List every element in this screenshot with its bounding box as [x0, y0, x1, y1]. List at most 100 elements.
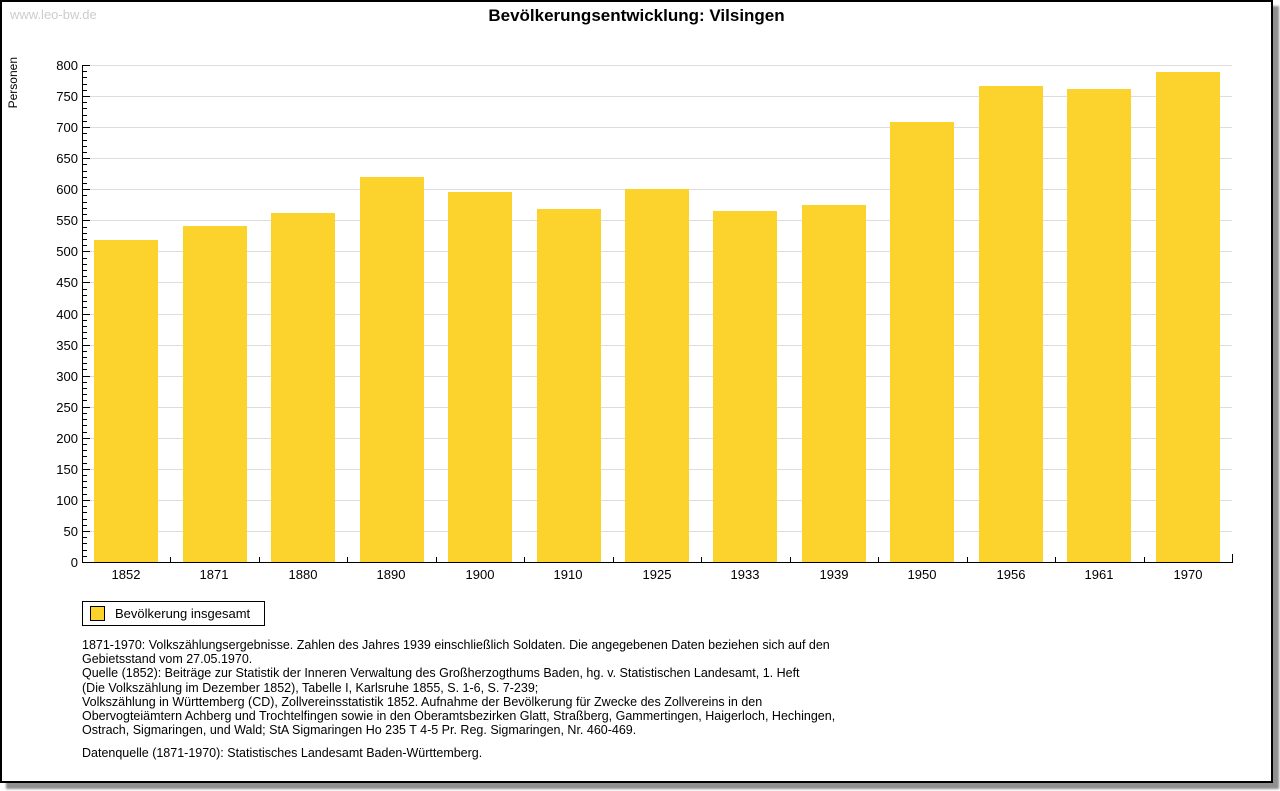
y-minor-tick [83, 506, 87, 507]
y-minor-tick [83, 307, 87, 308]
x-boundary-tick [967, 557, 968, 562]
y-minor-tick [83, 543, 87, 544]
bar-1871 [183, 226, 247, 562]
y-gridline [82, 158, 1232, 159]
y-major-tick [83, 314, 90, 315]
y-major-tick [83, 96, 90, 97]
chart-title: Bevölkerungsentwicklung: Vilsingen [488, 6, 785, 25]
x-axis-end-tick [1232, 554, 1233, 562]
y-minor-tick [83, 295, 87, 296]
y-minor-tick [83, 494, 87, 495]
bar-1961 [1067, 89, 1131, 562]
y-minor-tick [83, 320, 87, 321]
y-minor-tick [83, 481, 87, 482]
x-tick-label: 1933 [730, 567, 760, 582]
y-major-tick [83, 376, 90, 377]
y-minor-tick [83, 413, 87, 414]
footnote-line: 1871-1970: Volkszählungsergebnisse. Zahl… [82, 638, 830, 652]
y-tick-label: 300 [56, 369, 78, 384]
bar-1970 [1156, 72, 1220, 562]
y-minor-tick [83, 525, 87, 526]
x-tick-label: 1852 [111, 567, 141, 582]
bar-1956 [979, 86, 1043, 562]
y-tick-label: 650 [56, 151, 78, 166]
y-minor-tick [83, 208, 87, 209]
y-minor-tick [83, 369, 87, 370]
bar-1880 [271, 213, 335, 562]
y-minor-tick [83, 537, 87, 538]
y-minor-tick [83, 450, 87, 451]
y-gridline [82, 65, 1232, 66]
y-minor-tick [83, 550, 87, 551]
y-minor-tick [83, 133, 87, 134]
y-minor-tick [83, 512, 87, 513]
bar-1890 [360, 177, 424, 562]
y-minor-tick [83, 419, 87, 420]
x-tick-label: 1925 [642, 567, 672, 582]
y-minor-tick [83, 77, 87, 78]
y-minor-tick [83, 164, 87, 165]
bar-1900 [448, 192, 512, 562]
y-minor-tick [83, 556, 87, 557]
legend-color-swatch [90, 606, 105, 621]
bar-1933 [713, 211, 777, 562]
y-major-tick [83, 407, 90, 408]
y-major-tick [83, 127, 90, 128]
y-minor-tick [83, 363, 87, 364]
x-boundary-tick [259, 557, 260, 562]
chart-legend: Bevölkerung insgesamt [82, 601, 266, 626]
y-tick-label: 800 [56, 58, 78, 73]
y-tick-label: 0 [70, 555, 78, 570]
datasource-note: Datenquelle (1871-1970): Statistisches L… [82, 746, 483, 761]
y-minor-tick [83, 202, 87, 203]
site-watermark: www.leo-bw.de [10, 7, 97, 22]
y-minor-tick [83, 233, 87, 234]
y-major-tick [83, 562, 90, 563]
x-boundary-tick [613, 557, 614, 562]
y-major-tick [83, 220, 90, 221]
y-tick-label: 700 [56, 120, 78, 135]
y-minor-tick [83, 463, 87, 464]
y-major-tick [83, 251, 90, 252]
x-tick-label: 1956 [996, 567, 1026, 582]
y-tick-label: 350 [56, 338, 78, 353]
footnote-line: Gebietsstand vom 27.05.1970. [82, 652, 253, 667]
bar-chart: 0 50 100 150 200 250 300 350 400 450 500 550 600 650 7… [2, 2, 1271, 781]
x-tick-label: 1880 [288, 567, 318, 582]
y-minor-tick [83, 519, 87, 520]
y-minor-tick [83, 326, 87, 327]
y-minor-tick [83, 425, 87, 426]
y-minor-tick [83, 71, 87, 72]
y-minor-tick [83, 357, 87, 358]
footnote-line: Volkszählung in Württemberg (CD), Zollve… [82, 694, 763, 709]
bar-1852 [94, 240, 158, 562]
y-tick-label: 450 [56, 275, 78, 290]
x-boundary-tick [170, 557, 171, 562]
footnote-line: (Die Volkszählung im Dezember 1852), Tab… [82, 680, 539, 695]
y-major-tick [83, 345, 90, 346]
y-minor-tick [83, 214, 87, 215]
y-minor-tick [83, 258, 87, 259]
y-tick-label: 400 [56, 307, 78, 322]
y-minor-tick [83, 444, 87, 445]
footnotes-block: 1871-1970: Volkszählungsergebnisse. Zahl… [82, 638, 835, 761]
x-tick-label: 1961 [1084, 567, 1114, 582]
y-major-tick [83, 500, 90, 501]
y-tick-label: 150 [56, 462, 78, 477]
y-minor-tick [83, 456, 87, 457]
y-minor-tick [83, 140, 87, 141]
y-minor-tick [83, 388, 87, 389]
y-minor-tick [83, 171, 87, 172]
bar-1925 [625, 189, 689, 562]
x-boundary-tick [878, 557, 879, 562]
y-tick-label: 750 [56, 89, 78, 104]
y-minor-tick [83, 432, 87, 433]
footnote-line: Obervogteiämtern Achberg und Trochtelfin… [82, 708, 836, 723]
y-minor-tick [83, 121, 87, 122]
x-tick-label: 1939 [819, 567, 849, 582]
x-boundary-tick [701, 557, 702, 562]
source-notes: 1871-1970: Volkszählungsergebnisse. Zahl… [82, 638, 835, 737]
y-minor-tick [83, 245, 87, 246]
x-tick-label: 1900 [465, 567, 495, 582]
y-major-tick [83, 469, 90, 470]
